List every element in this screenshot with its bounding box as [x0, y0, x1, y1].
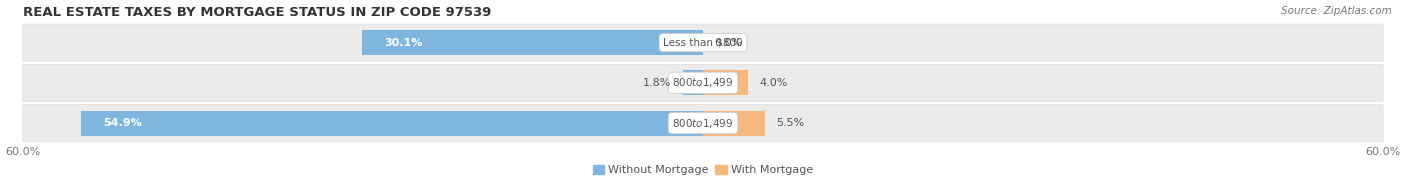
- FancyBboxPatch shape: [22, 104, 1384, 142]
- FancyBboxPatch shape: [22, 24, 1384, 61]
- Text: 4.0%: 4.0%: [759, 78, 787, 88]
- Text: $800 to $1,499: $800 to $1,499: [672, 76, 734, 89]
- Bar: [703, 111, 765, 136]
- Text: 1.8%: 1.8%: [643, 78, 671, 88]
- Text: 30.1%: 30.1%: [385, 38, 423, 48]
- FancyBboxPatch shape: [22, 64, 1384, 101]
- Bar: [361, 30, 703, 55]
- Text: $800 to $1,499: $800 to $1,499: [672, 117, 734, 130]
- Text: REAL ESTATE TAXES BY MORTGAGE STATUS IN ZIP CODE 97539: REAL ESTATE TAXES BY MORTGAGE STATUS IN …: [22, 5, 492, 19]
- Text: 54.9%: 54.9%: [104, 118, 142, 128]
- Bar: [682, 70, 703, 95]
- Bar: [82, 111, 703, 136]
- Text: Source: ZipAtlas.com: Source: ZipAtlas.com: [1281, 6, 1392, 16]
- Bar: [703, 70, 748, 95]
- Text: 5.5%: 5.5%: [776, 118, 804, 128]
- Legend: Without Mortgage, With Mortgage: Without Mortgage, With Mortgage: [588, 161, 818, 180]
- Text: 0.0%: 0.0%: [714, 38, 742, 48]
- Text: Less than $800: Less than $800: [664, 38, 742, 48]
